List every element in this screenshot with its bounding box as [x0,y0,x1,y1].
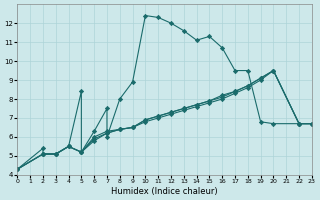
X-axis label: Humidex (Indice chaleur): Humidex (Indice chaleur) [111,187,218,196]
